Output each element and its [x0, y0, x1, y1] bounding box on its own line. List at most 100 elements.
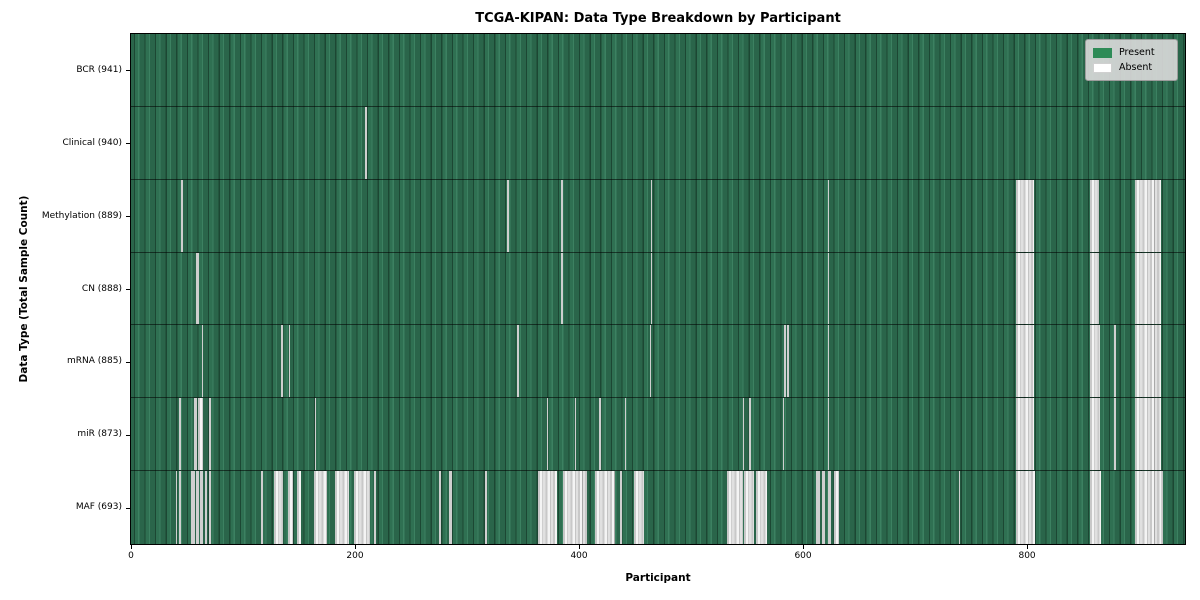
y-tick-mark — [126, 70, 130, 72]
row-mRNA — [131, 325, 1185, 399]
absent-stripe — [1089, 398, 1100, 471]
x-tick-label: 800 — [1018, 551, 1036, 561]
y-tick-label-BCR: BCR (941) — [76, 64, 122, 75]
absent-stripe — [484, 471, 488, 544]
absent-stripe — [1134, 325, 1162, 398]
absent-stripe — [1134, 252, 1162, 325]
absent-stripe — [827, 179, 830, 252]
absent-stripe — [1015, 325, 1034, 398]
y-tick-mark — [126, 507, 130, 509]
absent-stripe — [742, 398, 745, 471]
absent-stripe — [353, 471, 370, 544]
absent-stripe — [546, 398, 549, 471]
row-BCR — [131, 34, 1185, 107]
absent-stripe — [1015, 471, 1035, 544]
x-tick-label: 600 — [794, 551, 812, 561]
absent-stripe — [816, 471, 820, 544]
absent-stripe — [198, 398, 203, 471]
absent-stripe — [281, 325, 283, 398]
absent-stripe — [726, 471, 743, 544]
absent-stripe — [296, 471, 302, 544]
absent-stripe — [193, 398, 198, 471]
absent-stripe — [181, 179, 183, 252]
absent-stripe — [209, 471, 211, 544]
absent-stripe — [517, 325, 519, 398]
absent-stripe — [633, 471, 644, 544]
absent-stripe — [1134, 179, 1162, 252]
absent-stripe — [1134, 398, 1162, 471]
absent-stripe — [200, 471, 203, 544]
legend-item-present: Present — [1093, 45, 1169, 60]
absent-stripe — [827, 252, 830, 325]
y-tick-label-MAF: MAF (693) — [75, 502, 122, 513]
absent-stripe — [365, 106, 367, 179]
absent-stripe — [787, 325, 789, 398]
x-tick-mark — [803, 545, 805, 549]
absent-stripe — [561, 252, 563, 325]
x-tick-mark — [355, 545, 357, 549]
absent-stripe — [195, 252, 200, 325]
absent-stripe — [287, 471, 294, 544]
absent-stripe — [313, 471, 327, 544]
x-axis-title: Participant — [625, 572, 691, 584]
absent-stripe — [537, 471, 557, 544]
absent-stripe — [650, 179, 653, 252]
absent-stripe — [822, 471, 826, 544]
y-tick-mark — [126, 434, 130, 436]
x-tick-label: 200 — [346, 551, 364, 561]
absent-stripe — [1089, 179, 1099, 252]
absent-stripe — [191, 471, 195, 544]
absent-stripe — [958, 471, 961, 544]
absent-stripe — [204, 471, 208, 544]
absent-stripe — [756, 471, 768, 544]
y-tick-mark — [126, 361, 130, 363]
y-tick-label-Methylation: Methylation (889) — [41, 210, 122, 221]
absent-stripe — [743, 471, 754, 544]
absent-stripe — [1089, 325, 1100, 398]
absent-stripe — [1089, 252, 1099, 325]
row-miR — [131, 398, 1185, 472]
absent-stripe — [1114, 325, 1116, 398]
y-tick-mark — [126, 216, 130, 218]
absent-stripe — [439, 471, 441, 544]
y-tick-label-mRNA: mRNA (885) — [67, 356, 122, 367]
absent-stripe — [782, 398, 785, 471]
legend: Present Absent — [1085, 39, 1178, 81]
y-axis-title: Data Type (Total Sample Count) — [18, 195, 30, 383]
legend-item-absent: Absent — [1093, 60, 1169, 75]
absent-stripe — [561, 179, 563, 252]
absent-stripe — [1015, 398, 1034, 471]
absent-stripe — [175, 471, 178, 544]
absent-stripe — [827, 325, 830, 398]
y-tick-label-CN: CN (888) — [81, 283, 122, 294]
y-tick-mark — [126, 289, 130, 290]
absent-stripe — [195, 471, 200, 544]
absent-stripe — [201, 325, 204, 398]
absent-stripe — [650, 252, 653, 325]
absent-stripe — [374, 471, 376, 544]
absent-stripe — [574, 398, 577, 471]
absent-stripe — [834, 471, 839, 544]
row-Methylation — [131, 179, 1185, 253]
row-CN — [131, 252, 1185, 326]
absent-stripe — [620, 471, 622, 544]
x-tick-mark — [1027, 545, 1029, 549]
x-tick-label: 400 — [570, 551, 588, 561]
legend-label: Present — [1119, 47, 1155, 58]
absent-stripe — [449, 471, 453, 544]
row-Clinical — [131, 106, 1185, 180]
absent-stripe — [209, 398, 211, 471]
absent-stripe — [594, 471, 615, 544]
absent-stripe — [1114, 398, 1116, 471]
absent-stripe — [274, 471, 284, 544]
absent-stripe — [649, 325, 652, 398]
legend-swatch-present — [1093, 47, 1112, 58]
absent-stripe — [288, 325, 291, 398]
plot-area — [130, 33, 1186, 545]
y-tick-label-Clinical: Clinical (940) — [62, 137, 122, 148]
absent-stripe — [1134, 471, 1163, 544]
absent-stripe — [314, 398, 317, 471]
absent-stripe — [563, 471, 587, 544]
absent-stripe — [749, 398, 751, 471]
x-tick-mark — [131, 545, 132, 549]
